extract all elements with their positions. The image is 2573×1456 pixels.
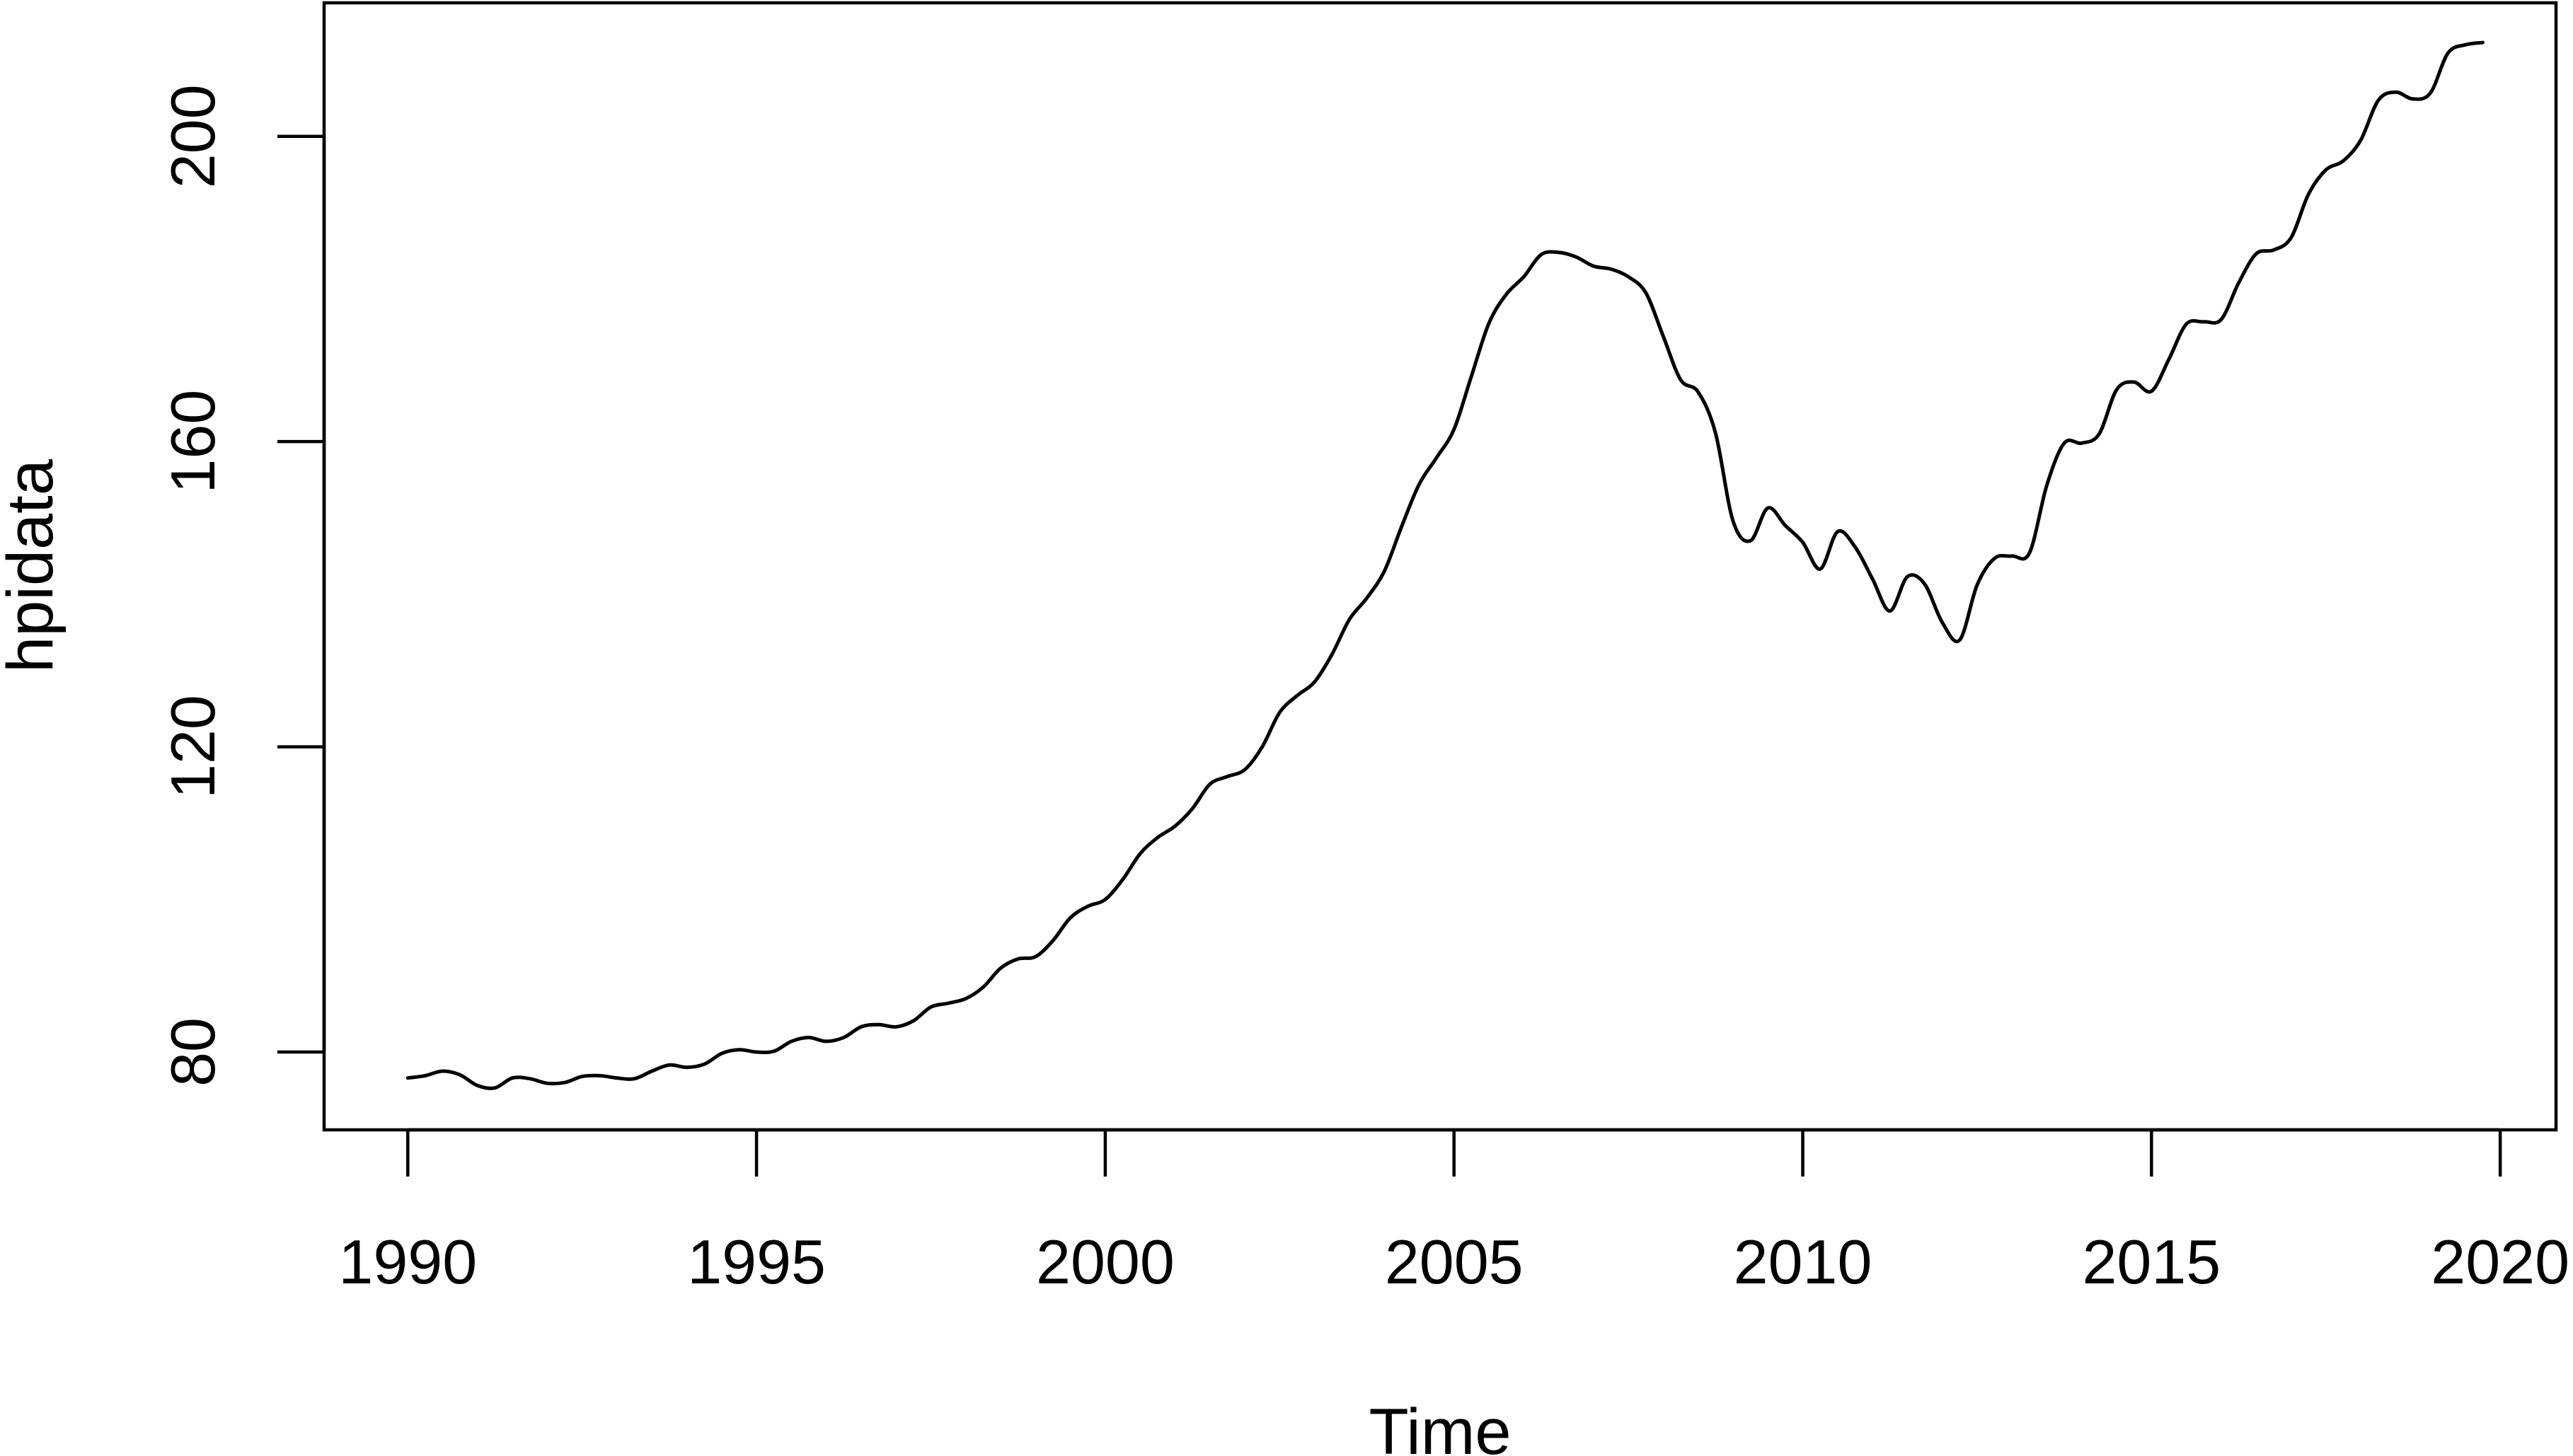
y-tick-label: 120	[158, 695, 228, 799]
hpi-series-line	[405, 40, 2485, 1090]
x-tick-label: 2015	[2082, 1227, 2221, 1297]
y-axis: 80 120 160 200	[158, 84, 326, 1087]
x-tick-label: 1990	[338, 1227, 477, 1297]
y-tick-label: 200	[158, 84, 228, 188]
y-tick-label: 160	[158, 390, 228, 494]
y-axis-title: hpidata	[0, 458, 67, 673]
y-tick-label: 80	[158, 1017, 228, 1087]
x-tick-label: 2010	[1734, 1227, 1872, 1297]
x-tick-label: 2020	[2431, 1227, 2569, 1297]
x-tick-label: 1995	[687, 1227, 826, 1297]
x-axis: 1990 1995 2000 2005 2010 2015 2020	[338, 1128, 2569, 1297]
x-tick-label: 2005	[1385, 1227, 1524, 1297]
x-tick-label: 2000	[1036, 1227, 1175, 1297]
plot-frame	[322, 1, 2558, 1132]
x-axis-title: Time	[1369, 1396, 1511, 1456]
